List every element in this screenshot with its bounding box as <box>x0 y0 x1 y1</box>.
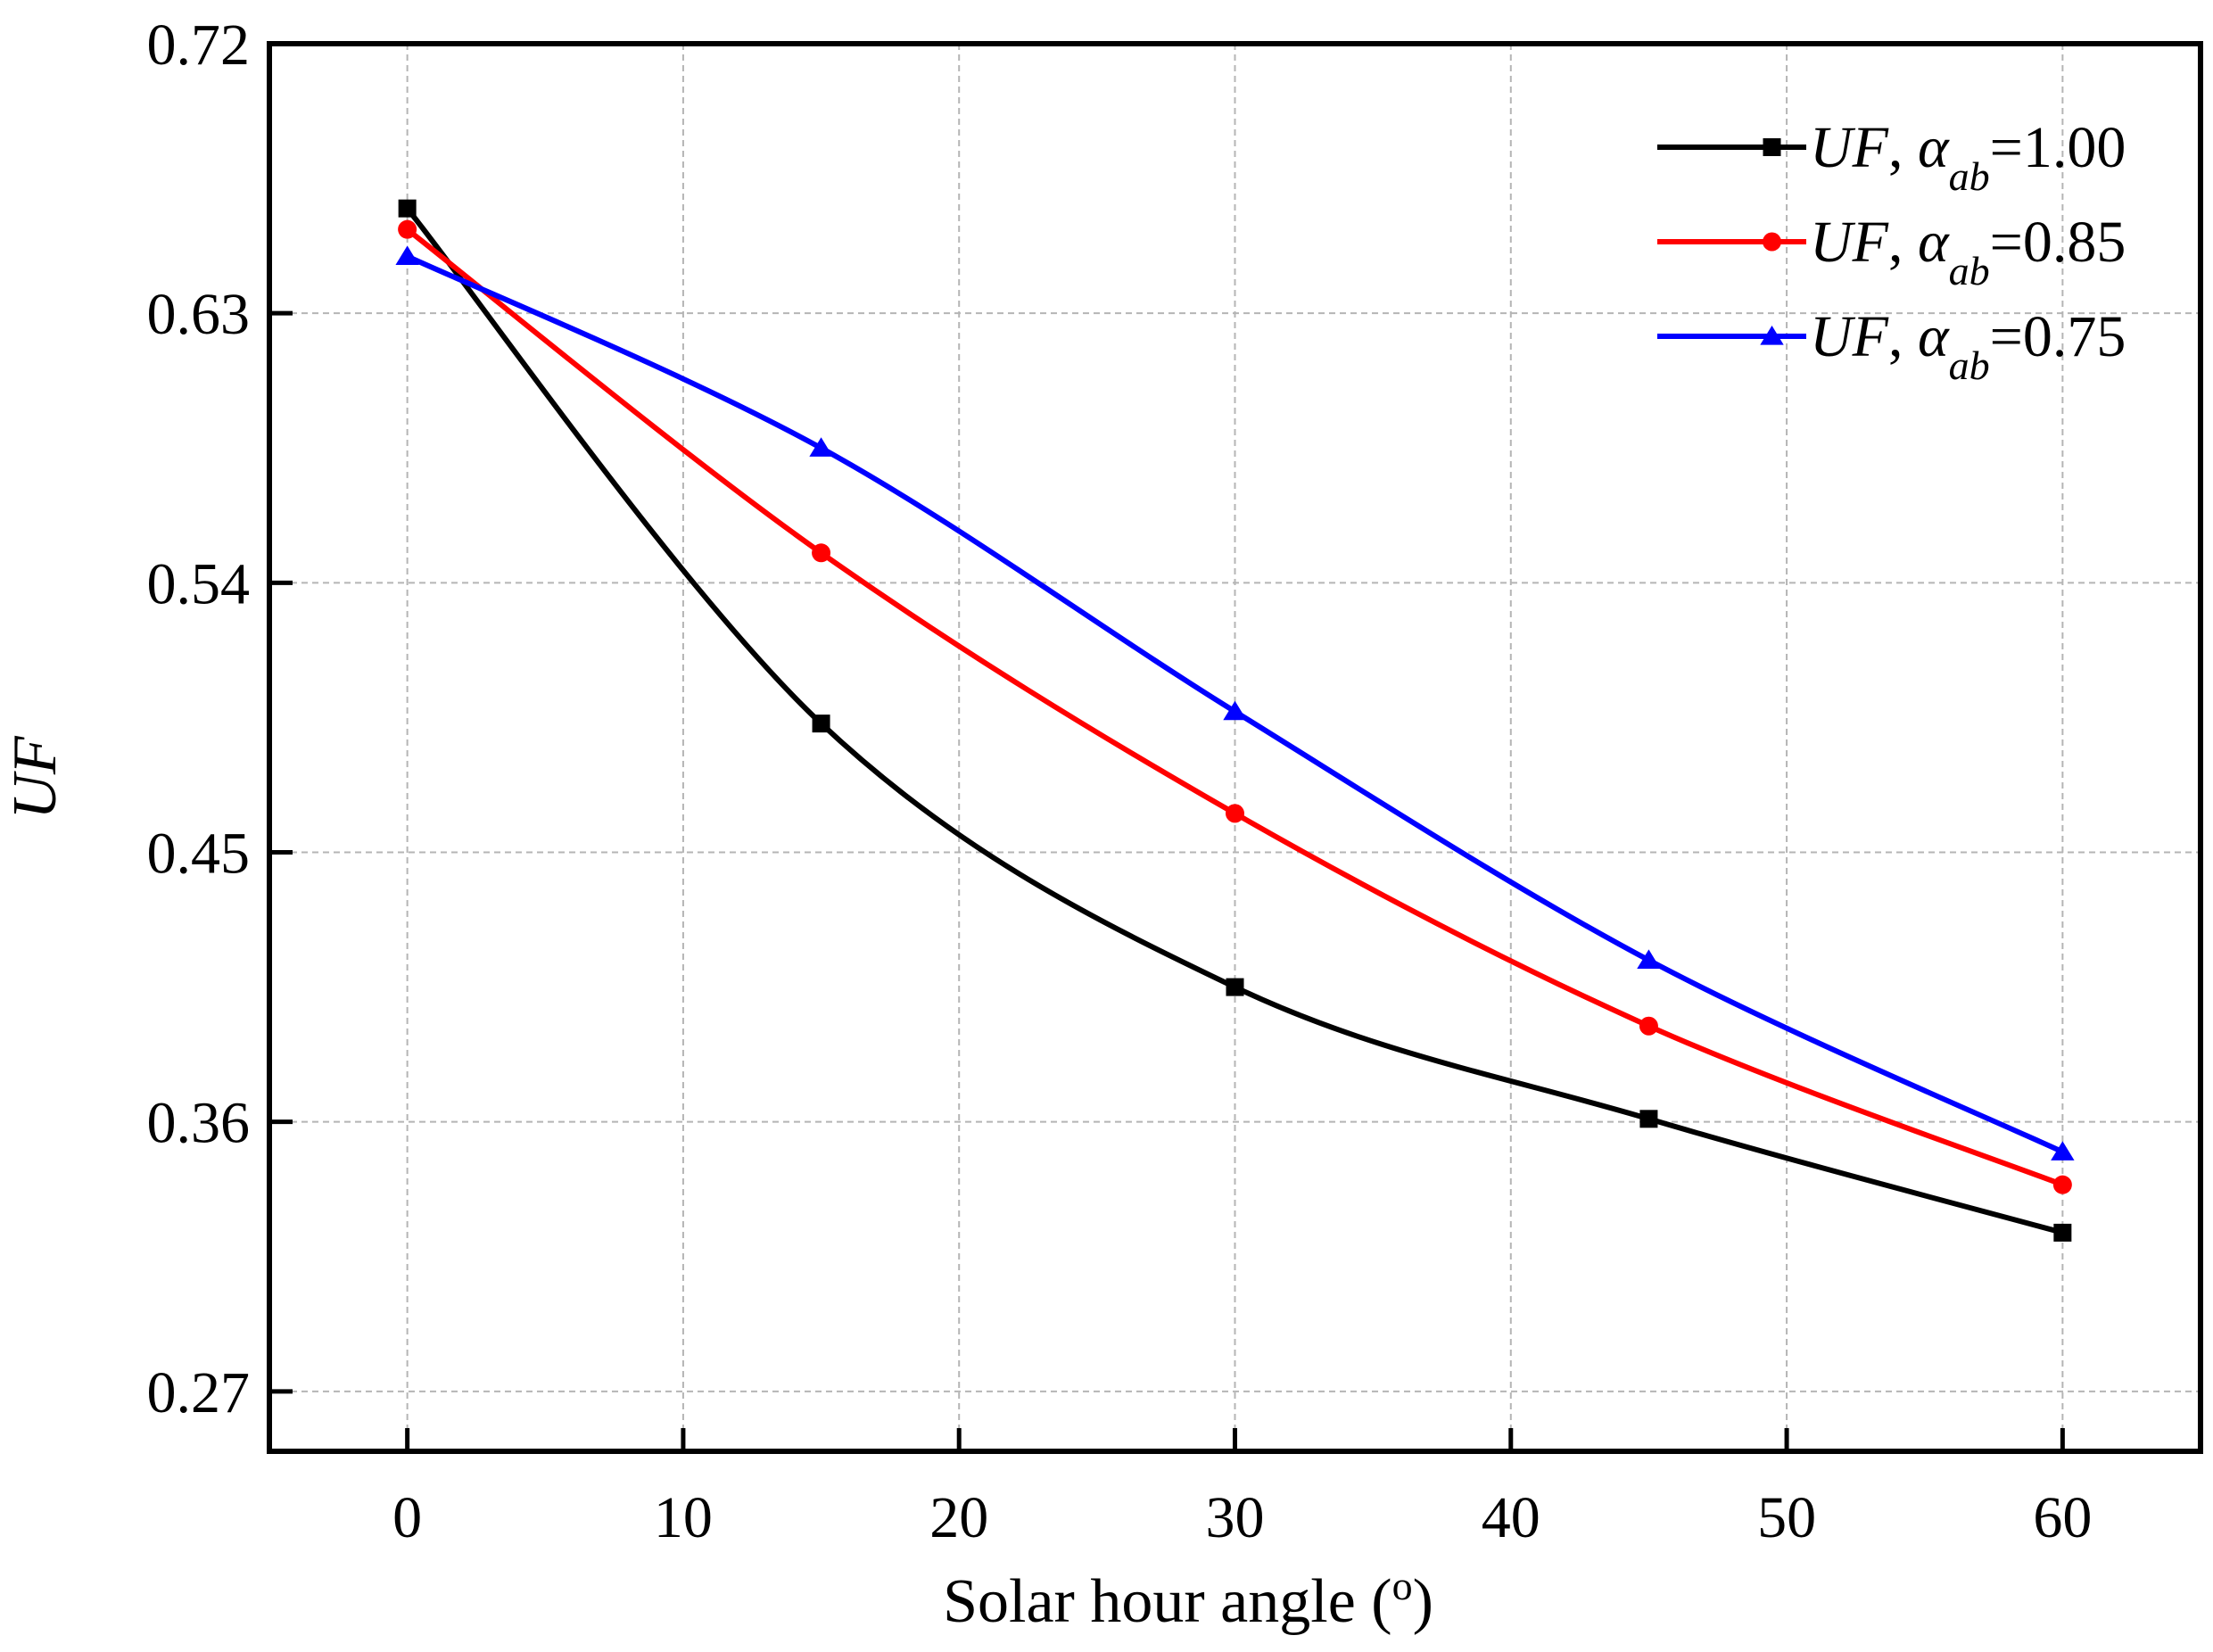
x-tick-label: 10 <box>654 1485 713 1550</box>
legend-label: UF, αab=1.00 <box>1810 115 2126 199</box>
data-point-triangle <box>1223 700 1247 721</box>
x-tick-label: 20 <box>929 1485 988 1550</box>
data-point-square <box>398 199 417 218</box>
series-3 <box>395 245 2075 1161</box>
data-point-circle <box>2052 1175 2072 1194</box>
y-tick-label: 0.63 <box>147 282 251 347</box>
data-point-square <box>1639 1110 1658 1128</box>
legend: UF, αab=1.00 UF, αab=0.85 UF, αab=0.75 <box>1657 115 2126 388</box>
y-tick-label: 0.36 <box>147 1091 251 1156</box>
x-axis-title-suffix: ) <box>1413 1567 1433 1636</box>
y-axis-title: UF <box>1 735 70 820</box>
x-tick-label: 30 <box>1206 1485 1265 1550</box>
data-point-square <box>2053 1223 2072 1242</box>
x-tick-label: 50 <box>1757 1485 1816 1550</box>
axis-ticks: 0 10 20 30 40 50 60 0.27 0.36 0.45 0.54 0.63 0.72 <box>147 12 2093 1550</box>
data-point-triangle <box>1637 949 1661 969</box>
x-axis-title-superscript: o <box>1392 1563 1413 1608</box>
data-point-circle <box>1226 804 1244 823</box>
series-1 <box>398 199 2072 1242</box>
legend-marker-square <box>1763 138 1781 156</box>
series-lines <box>395 199 2075 1242</box>
data-point-circle <box>812 543 831 563</box>
x-tick-label: 0 <box>392 1485 422 1550</box>
legend-marker-circle <box>1763 232 1781 252</box>
data-point-triangle <box>809 437 833 457</box>
legend-label: UF, αab=0.75 <box>1810 304 2126 388</box>
y-tick-label: 0.27 <box>147 1360 251 1425</box>
data-point-triangle <box>395 245 419 265</box>
series-2 <box>398 219 2072 1194</box>
x-axis-title-text: Solar hour angle ( <box>943 1567 1391 1636</box>
data-point-triangle <box>2051 1141 2075 1161</box>
series-line <box>405 227 2064 1188</box>
legend-label: UF, αab=0.85 <box>1810 210 2126 293</box>
x-tick-label: 60 <box>2033 1485 2092 1550</box>
y-tick-label: 0.45 <box>147 822 251 887</box>
y-tick-label: 0.72 <box>147 12 251 78</box>
series-line <box>405 206 2064 1235</box>
x-tick-label: 40 <box>1482 1485 1540 1550</box>
data-point-circle <box>398 219 417 239</box>
x-axis-title: Solar hour angle (o) <box>943 1563 1433 1637</box>
grid-lines <box>269 43 2201 1451</box>
legend-marker-triangle <box>1760 326 1784 345</box>
y-tick-label: 0.54 <box>147 551 251 616</box>
legend-item: UF, αab=1.00 <box>1657 115 2126 199</box>
legend-item: UF, αab=0.75 <box>1657 304 2126 388</box>
legend-item: UF, αab=0.85 <box>1657 210 2126 293</box>
data-point-square <box>812 714 830 733</box>
svg-text:Solar hour angle (o): Solar hour angle (o) <box>943 1563 1433 1637</box>
data-point-circle <box>1639 1016 1658 1036</box>
data-point-square <box>1226 978 1244 996</box>
